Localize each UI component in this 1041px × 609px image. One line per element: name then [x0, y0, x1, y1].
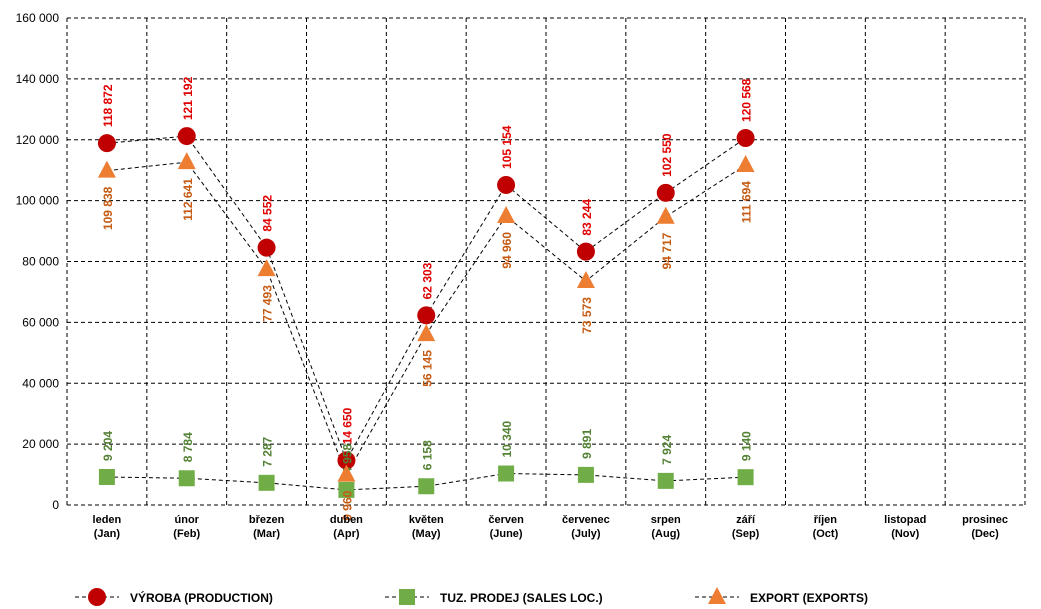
marker	[576, 242, 595, 261]
x-tick-label: březen (Mar)	[248, 514, 285, 540]
data-label: 9 891	[580, 429, 594, 459]
data-label: 109 838	[101, 186, 115, 230]
data-label: 9 960	[340, 490, 354, 520]
marker	[417, 324, 436, 342]
x-tick-label: červen (June)	[488, 514, 524, 540]
x-tick-label: červenec (July)	[562, 514, 610, 540]
data-label: 77 493	[261, 285, 275, 322]
data-label: 111 694	[740, 181, 754, 223]
x-tick-label: srpen (Aug)	[650, 514, 681, 540]
marker	[497, 175, 516, 194]
data-label: 94 960	[500, 232, 514, 269]
marker	[258, 474, 275, 491]
x-tick-label: říjen (Oct)	[812, 514, 839, 540]
marker	[708, 587, 726, 604]
y-tick-label: 40 000	[22, 376, 59, 390]
data-label: 118 872	[101, 84, 115, 127]
marker	[337, 464, 356, 482]
y-tick-label: 160 000	[16, 11, 60, 25]
y-tick-label: 100 000	[16, 194, 60, 208]
data-label: 94 717	[660, 232, 674, 269]
marker	[257, 238, 276, 257]
data-label: 9 204	[101, 431, 115, 461]
marker	[736, 129, 755, 148]
marker	[656, 183, 675, 202]
data-label: 4 958	[340, 444, 354, 474]
marker	[417, 306, 436, 325]
legend-item	[88, 588, 106, 606]
marker	[257, 259, 276, 277]
data-label: 102 550	[660, 133, 674, 177]
x-tick-label: září (Sep)	[731, 514, 760, 540]
marker	[657, 472, 674, 489]
x-tick-label: květen (May)	[408, 514, 444, 540]
marker	[338, 481, 355, 498]
marker	[576, 271, 595, 289]
y-tick-label: 120 000	[16, 133, 60, 147]
x-tick-label: únor (Feb)	[173, 514, 201, 540]
data-label: 121 192	[181, 76, 195, 120]
x-tick-label: listopad (Nov)	[884, 514, 927, 540]
data-label: 6 158	[420, 440, 434, 470]
data-label: 120 568	[740, 78, 754, 122]
marker	[97, 134, 116, 153]
y-tick-label: 80 000	[22, 255, 59, 269]
data-label: 62 303	[420, 262, 434, 299]
marker	[399, 589, 415, 605]
data-label: 73 573	[580, 297, 594, 334]
y-tick-label: 60 000	[22, 315, 59, 329]
data-label: 112 641	[181, 178, 195, 221]
data-label: 84 552	[261, 195, 275, 232]
y-tick-label: 0	[52, 498, 59, 512]
data-label: 83 244	[580, 199, 594, 236]
data-label: 56 145	[420, 350, 434, 387]
data-label: 7 924	[660, 435, 674, 465]
marker	[178, 470, 195, 487]
y-tick-label: 20 000	[22, 437, 59, 451]
marker	[177, 152, 196, 170]
marker	[97, 160, 116, 178]
marker	[737, 469, 754, 486]
legend-label: VÝROBA (PRODUCTION)	[130, 590, 273, 605]
marker	[337, 451, 356, 470]
data-label: 9 140	[740, 431, 754, 461]
legend-item	[708, 587, 726, 604]
legend-item	[399, 589, 415, 605]
y-tick-label: 140 000	[16, 72, 60, 86]
data-label: 8 784	[181, 432, 195, 462]
marker	[498, 465, 515, 482]
legend-label: TUZ. PRODEJ (SALES LOC.)	[440, 591, 603, 605]
data-label: 10 340	[500, 420, 514, 457]
legend-label: EXPORT (EXPORTS)	[750, 591, 868, 605]
marker	[88, 588, 106, 606]
marker	[497, 205, 516, 223]
x-tick-label: leden (Jan)	[92, 514, 122, 540]
series-line	[106, 473, 746, 491]
marker	[98, 468, 115, 485]
marker	[418, 478, 435, 495]
data-label: 7 287	[261, 436, 275, 466]
data-label: 105 154	[500, 125, 514, 169]
x-tick-label: prosinec (Dec)	[962, 514, 1008, 540]
data-label: 14 650	[340, 407, 354, 444]
marker	[656, 206, 675, 224]
marker	[736, 155, 755, 173]
marker	[577, 466, 594, 483]
x-tick-label: duben (Apr)	[329, 514, 363, 540]
marker	[177, 127, 196, 146]
